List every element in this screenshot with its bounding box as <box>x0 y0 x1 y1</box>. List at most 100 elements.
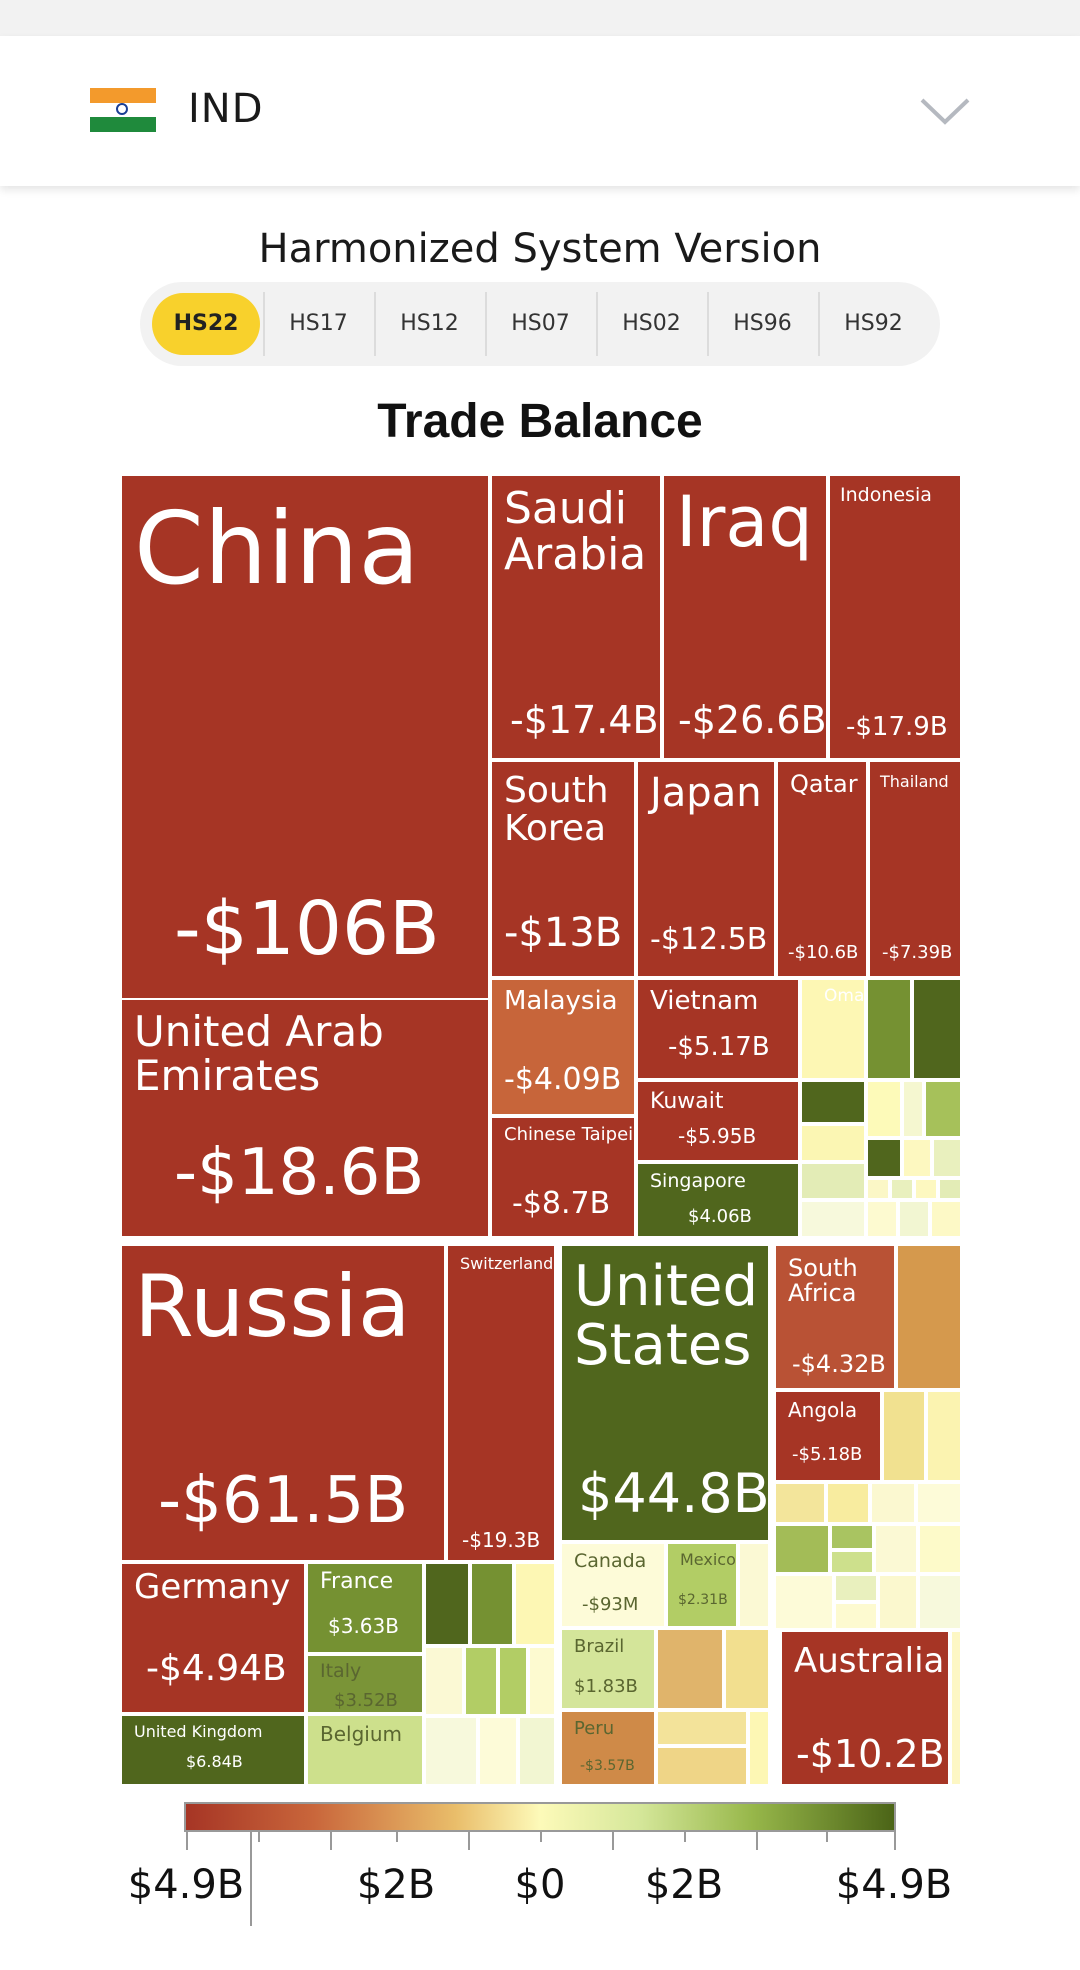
tile-canada[interactable]: Canada -$93M <box>560 1542 666 1628</box>
tile-oman[interactable]: Oman <box>800 978 866 1080</box>
tile-small[interactable] <box>918 1574 962 1630</box>
tile-small[interactable] <box>748 1710 770 1786</box>
tile-vietnam[interactable]: Vietnam -$5.17B <box>636 978 800 1080</box>
tile-kuwait[interactable]: Kuwait -$5.95B <box>636 1080 800 1162</box>
tile-switzerland[interactable]: Switzerland -$19.3B <box>446 1244 556 1562</box>
tile-small[interactable] <box>528 1646 556 1716</box>
tile-small[interactable] <box>830 1550 874 1574</box>
tile-small[interactable] <box>498 1646 528 1716</box>
tile-thailand[interactable]: Thailand -$7.39B <box>868 760 962 978</box>
tile-small[interactable] <box>866 1178 890 1200</box>
tile-small[interactable] <box>424 1562 470 1646</box>
tile-small[interactable] <box>898 1200 930 1238</box>
tile-small[interactable] <box>870 1482 916 1524</box>
tile-small[interactable] <box>518 1716 556 1786</box>
tile-small[interactable] <box>830 1524 874 1550</box>
tile-small[interactable] <box>938 1178 962 1200</box>
tile-singapore[interactable]: Singapore $4.06B <box>636 1162 800 1238</box>
tile-germany[interactable]: Germany -$4.94B <box>120 1562 306 1714</box>
tile-small[interactable] <box>924 1080 962 1138</box>
tile-small[interactable] <box>902 1080 924 1138</box>
tile-small[interactable] <box>918 1524 962 1574</box>
tile-small[interactable] <box>916 1482 962 1524</box>
hs-option-hs22[interactable]: HS22 <box>152 293 260 355</box>
tile-small[interactable] <box>800 1124 866 1162</box>
tile-label: France <box>320 1569 394 1594</box>
hs-option-hs17[interactable]: HS17 <box>289 311 348 336</box>
tile-small[interactable] <box>834 1574 878 1602</box>
tile-label: United States <box>574 1254 758 1378</box>
tile-small[interactable] <box>800 1080 866 1124</box>
tile-japan[interactable]: Japan -$12.5B <box>636 760 776 978</box>
tile-small[interactable] <box>656 1710 748 1746</box>
tile-malaysia[interactable]: Malaysia -$4.09B <box>490 978 636 1116</box>
tile-small[interactable] <box>826 1482 870 1524</box>
tile-label: South Africa <box>788 1254 858 1308</box>
country-selector[interactable]: IND <box>0 36 1080 186</box>
tile-small[interactable] <box>424 1646 464 1716</box>
tile-value: -$3.57B <box>580 1758 635 1774</box>
tile-small[interactable] <box>470 1562 514 1646</box>
tile-small[interactable] <box>800 1200 866 1238</box>
tile-united-states[interactable]: United States $44.8B <box>560 1244 770 1542</box>
tile-china[interactable]: China -$106B <box>120 474 490 1000</box>
tile-mexico[interactable]: Mexico $2.31B <box>666 1542 738 1628</box>
tile-small[interactable] <box>914 1178 938 1200</box>
tile-france[interactable]: France $3.63B <box>306 1562 424 1654</box>
hs-option-hs96[interactable]: HS96 <box>733 311 792 336</box>
tile-small[interactable] <box>882 1390 926 1482</box>
tile-small[interactable] <box>464 1646 498 1716</box>
tile-chinese-taipei[interactable]: Chinese Taipei -$8.7B <box>490 1116 636 1238</box>
tile-small[interactable] <box>866 1138 902 1178</box>
tile-small[interactable] <box>774 1482 826 1524</box>
tile-small[interactable] <box>656 1746 748 1786</box>
tile-small[interactable] <box>774 1524 830 1574</box>
tile-united-kingdom[interactable]: United Kingdom $6.84B <box>120 1714 306 1786</box>
tile-saudi-arabia[interactable]: Saudi Arabia -$17.4B <box>490 474 662 760</box>
tile-small[interactable] <box>890 1178 914 1200</box>
tile-small[interactable] <box>656 1628 724 1710</box>
tile-small[interactable] <box>902 1138 932 1178</box>
tile-italy[interactable]: Italy $3.52B <box>306 1654 424 1714</box>
tile-small[interactable] <box>930 1200 962 1238</box>
tile-small[interactable] <box>878 1574 918 1630</box>
tile-indonesia[interactable]: Indonesia -$17.9B <box>828 474 962 760</box>
tile-iraq[interactable]: Iraq -$26.6B <box>662 474 828 760</box>
tile-south-africa[interactable]: South Africa -$4.32B <box>774 1244 896 1390</box>
tile-small[interactable] <box>478 1716 518 1786</box>
tile-small[interactable] <box>514 1562 556 1646</box>
hs-option-hs07[interactable]: HS07 <box>511 311 570 336</box>
legend-label: $0 <box>514 1862 566 1908</box>
hs-option-hs12[interactable]: HS12 <box>400 311 459 336</box>
tile-qatar[interactable]: Qatar -$10.6B <box>776 760 868 978</box>
tile-small[interactable] <box>738 1542 770 1628</box>
tile-small[interactable] <box>866 1080 902 1138</box>
tile-small[interactable] <box>724 1628 770 1710</box>
tile-small[interactable] <box>926 1390 962 1482</box>
tile-label: Mexico <box>680 1550 736 1569</box>
hs-version-selector: HS22 HS17 HS12 HS07 HS02 HS96 HS92 <box>140 282 940 366</box>
tile-south-korea[interactable]: South Korea -$13B <box>490 760 636 978</box>
tile-united-arab-emirates[interactable]: United Arab Emirates -$18.6B <box>120 998 490 1238</box>
tile-small[interactable] <box>874 1524 918 1574</box>
tile-small[interactable] <box>912 978 962 1080</box>
tile-small[interactable] <box>424 1716 478 1786</box>
tile-small[interactable] <box>932 1138 962 1178</box>
tile-belgium[interactable]: Belgium <box>306 1714 424 1786</box>
tile-small[interactable] <box>866 978 912 1080</box>
tile-australia[interactable]: Australia -$10.2B <box>780 1630 950 1786</box>
tile-peru[interactable]: Peru -$3.57B <box>560 1710 656 1786</box>
hs-option-hs02[interactable]: HS02 <box>622 311 681 336</box>
chevron-down-icon[interactable] <box>920 96 970 126</box>
tile-small[interactable] <box>896 1244 962 1390</box>
tile-small[interactable] <box>866 1200 898 1238</box>
tile-russia[interactable]: Russia -$61.5B <box>120 1244 446 1562</box>
tile-small[interactable] <box>950 1630 962 1786</box>
hs-version-title: Harmonized System Version <box>258 226 822 272</box>
tile-small[interactable] <box>834 1602 878 1630</box>
hs-option-hs92[interactable]: HS92 <box>844 311 903 336</box>
tile-small[interactable] <box>774 1574 834 1630</box>
tile-brazil[interactable]: Brazil $1.83B <box>560 1628 656 1710</box>
tile-angola[interactable]: Angola -$5.18B <box>774 1390 882 1482</box>
tile-small[interactable] <box>800 1162 866 1200</box>
